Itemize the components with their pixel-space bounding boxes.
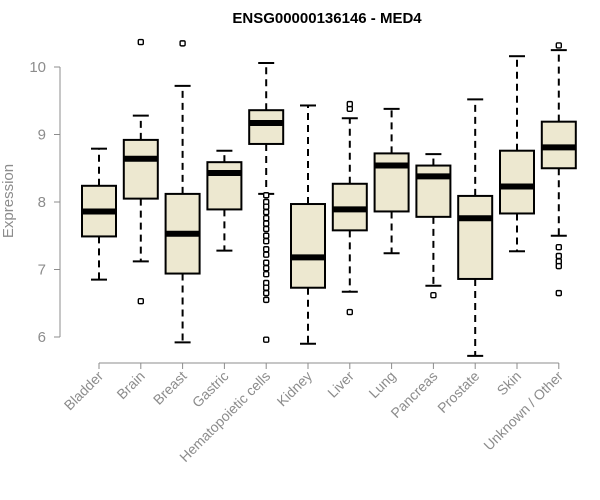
outlier-point	[263, 246, 270, 253]
box-group	[81, 147, 117, 281]
outlier-point	[263, 225, 270, 233]
outlier-point	[263, 237, 270, 245]
x-tick-label: Unknown / Other	[480, 368, 566, 454]
box-group	[540, 42, 577, 297]
x-tick-label: Brain	[113, 368, 147, 402]
box-group	[457, 98, 494, 357]
x-tick-label: Liver	[324, 368, 357, 401]
plot-area	[81, 38, 577, 357]
outlier-point	[137, 298, 145, 305]
box-iqr	[373, 152, 410, 213]
outlier-point	[263, 259, 270, 266]
y-tick-label: 10	[29, 59, 46, 76]
outlier-point	[263, 220, 270, 227]
outlier-point	[430, 291, 437, 299]
x-tick-label: Breast	[150, 368, 190, 408]
box-group	[206, 149, 243, 252]
outlier-point	[346, 308, 353, 316]
chart-title: ENSG00000136146 - MED4	[232, 10, 422, 27]
box-group	[373, 107, 410, 255]
y-axis-ticks: 6 7 8 9 10	[29, 59, 60, 346]
box-group	[415, 153, 452, 299]
outlier-point	[263, 214, 270, 222]
outlier-point	[263, 289, 270, 297]
y-tick-label: 8	[38, 194, 46, 211]
y-axis-label: Expression	[0, 164, 17, 238]
box-group	[164, 40, 201, 344]
outlier-point	[263, 264, 270, 272]
outlier-point	[263, 203, 270, 210]
outlier-point	[555, 252, 562, 260]
y-tick-label: 7	[38, 262, 46, 279]
x-tick-label: Bladder	[61, 368, 107, 414]
x-tick-label: Skin	[494, 368, 525, 399]
box-group	[248, 61, 285, 343]
x-tick-label: Kidney	[274, 368, 316, 410]
y-tick-label: 9	[38, 127, 46, 144]
outlier-point	[555, 244, 562, 251]
outlier-point	[555, 289, 562, 297]
x-tick-label: Prostate	[434, 368, 482, 416]
outlier-point	[263, 232, 270, 239]
outlier-point	[263, 284, 270, 291]
box-iqr	[248, 109, 285, 145]
outlier-point	[263, 208, 270, 216]
box-iqr	[415, 164, 452, 218]
box-iqr	[122, 138, 159, 200]
x-tick-label: Lung	[365, 368, 398, 401]
outlier-point	[263, 251, 270, 258]
outlier-point	[137, 38, 145, 46]
outlier-point	[263, 192, 270, 199]
outlier-point	[555, 42, 562, 49]
box-iqr	[290, 203, 326, 289]
box-iqr	[457, 194, 494, 280]
box-iqr	[206, 161, 243, 211]
outlier-point	[263, 296, 270, 304]
box-group	[331, 100, 368, 316]
box-group	[499, 55, 535, 253]
box-iqr	[499, 149, 535, 215]
box-group	[122, 38, 159, 305]
outlier-point	[555, 262, 562, 270]
y-tick-label: 6	[38, 329, 46, 346]
outlier-point	[263, 336, 270, 343]
outlier-point	[346, 100, 353, 108]
box-group	[290, 104, 326, 345]
outlier-point	[179, 40, 186, 47]
outlier-point	[263, 271, 270, 278]
